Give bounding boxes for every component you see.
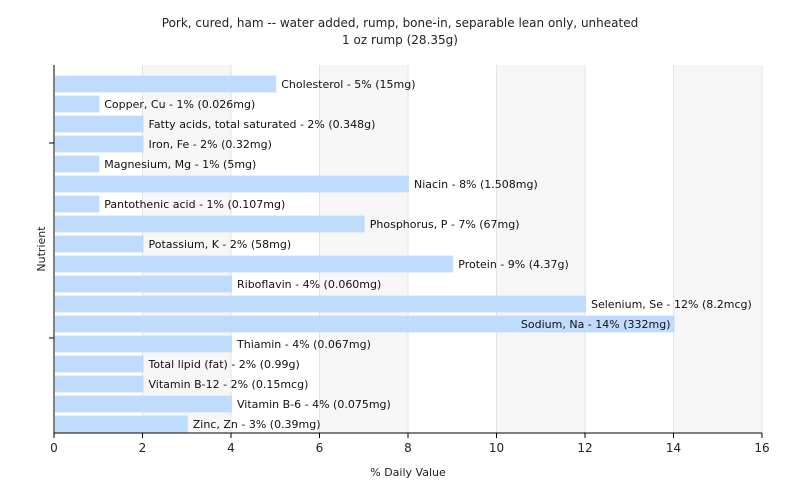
bar-label: Iron, Fe - 2% (0.32mg): [149, 138, 272, 151]
bars: Cholesterol - 5% (15mg) Copper, Cu - 1% (…: [55, 75, 752, 433]
x-axis-label: % Daily Value: [370, 466, 446, 479]
bar: [55, 355, 144, 373]
bar-label: Potassium, K - 2% (58mg): [149, 238, 292, 251]
x-tick-label: 12: [577, 441, 592, 455]
bar-label: Selenium, Se - 12% (8.2mcg): [591, 298, 752, 311]
bar: [55, 75, 277, 93]
bar-label: Fatty acids, total saturated - 2% (0.348…: [149, 118, 376, 131]
bar-label: Total lipid (fat) - 2% (0.99g): [148, 358, 300, 371]
bar-label: Phosphorus, P - 7% (67mg): [370, 218, 520, 231]
bar: [55, 335, 232, 353]
bar: [55, 175, 409, 193]
bar: [55, 155, 100, 173]
x-tick-label: 0: [50, 441, 58, 455]
bar: [55, 295, 586, 313]
bar-label: Protein - 9% (4.37g): [458, 258, 569, 271]
bar: [55, 255, 454, 273]
chart-subtitle: 1 oz rump (28.35g): [342, 33, 458, 47]
y-axis-label: Nutrient: [35, 226, 48, 272]
bar: [55, 235, 144, 253]
x-tick-label: 4: [227, 441, 235, 455]
x-tick-label: 10: [489, 441, 504, 455]
bar: [55, 415, 188, 433]
bar: [55, 395, 232, 413]
bar-label: Vitamin B-12 - 2% (0.15mcg): [149, 378, 309, 391]
bar-label: Pantothenic acid - 1% (0.107mg): [104, 198, 285, 211]
grid-band: [142, 65, 231, 433]
x-axis-ticks: 0 2 4 6 8 10 12 14 16: [50, 433, 770, 455]
grid-band: [319, 65, 408, 433]
bar-label: Riboflavin - 4% (0.060mg): [237, 278, 381, 291]
bar: [55, 275, 232, 293]
x-tick-label: 8: [404, 441, 412, 455]
bar-label: Cholesterol - 5% (15mg): [281, 78, 415, 91]
chart-title: Pork, cured, ham -- water added, rump, b…: [162, 16, 638, 30]
bar: [55, 115, 144, 133]
bar-label: Copper, Cu - 1% (0.026mg): [104, 98, 255, 111]
grid-band: [496, 65, 585, 433]
bar-label: Sodium, Na - 14% (332mg): [521, 318, 671, 331]
x-tick-label: 6: [316, 441, 324, 455]
bar: [55, 95, 100, 113]
bar-label: Vitamin B-6 - 4% (0.075mg): [237, 398, 391, 411]
bar: [55, 195, 100, 213]
bar: [55, 215, 365, 233]
grid-band: [673, 65, 762, 433]
x-tick-label: 16: [754, 441, 769, 455]
bar: [55, 135, 144, 153]
bar-label: Thiamin - 4% (0.067mg): [236, 338, 371, 351]
bar: [55, 375, 144, 393]
bar-label: Niacin - 8% (1.508mg): [414, 178, 538, 191]
bar-label: Zinc, Zn - 3% (0.39mg): [193, 418, 321, 431]
x-tick-label: 2: [139, 441, 147, 455]
x-tick-label: 14: [666, 441, 681, 455]
bar: [55, 315, 675, 333]
bar-label: Magnesium, Mg - 1% (5mg): [104, 158, 256, 171]
